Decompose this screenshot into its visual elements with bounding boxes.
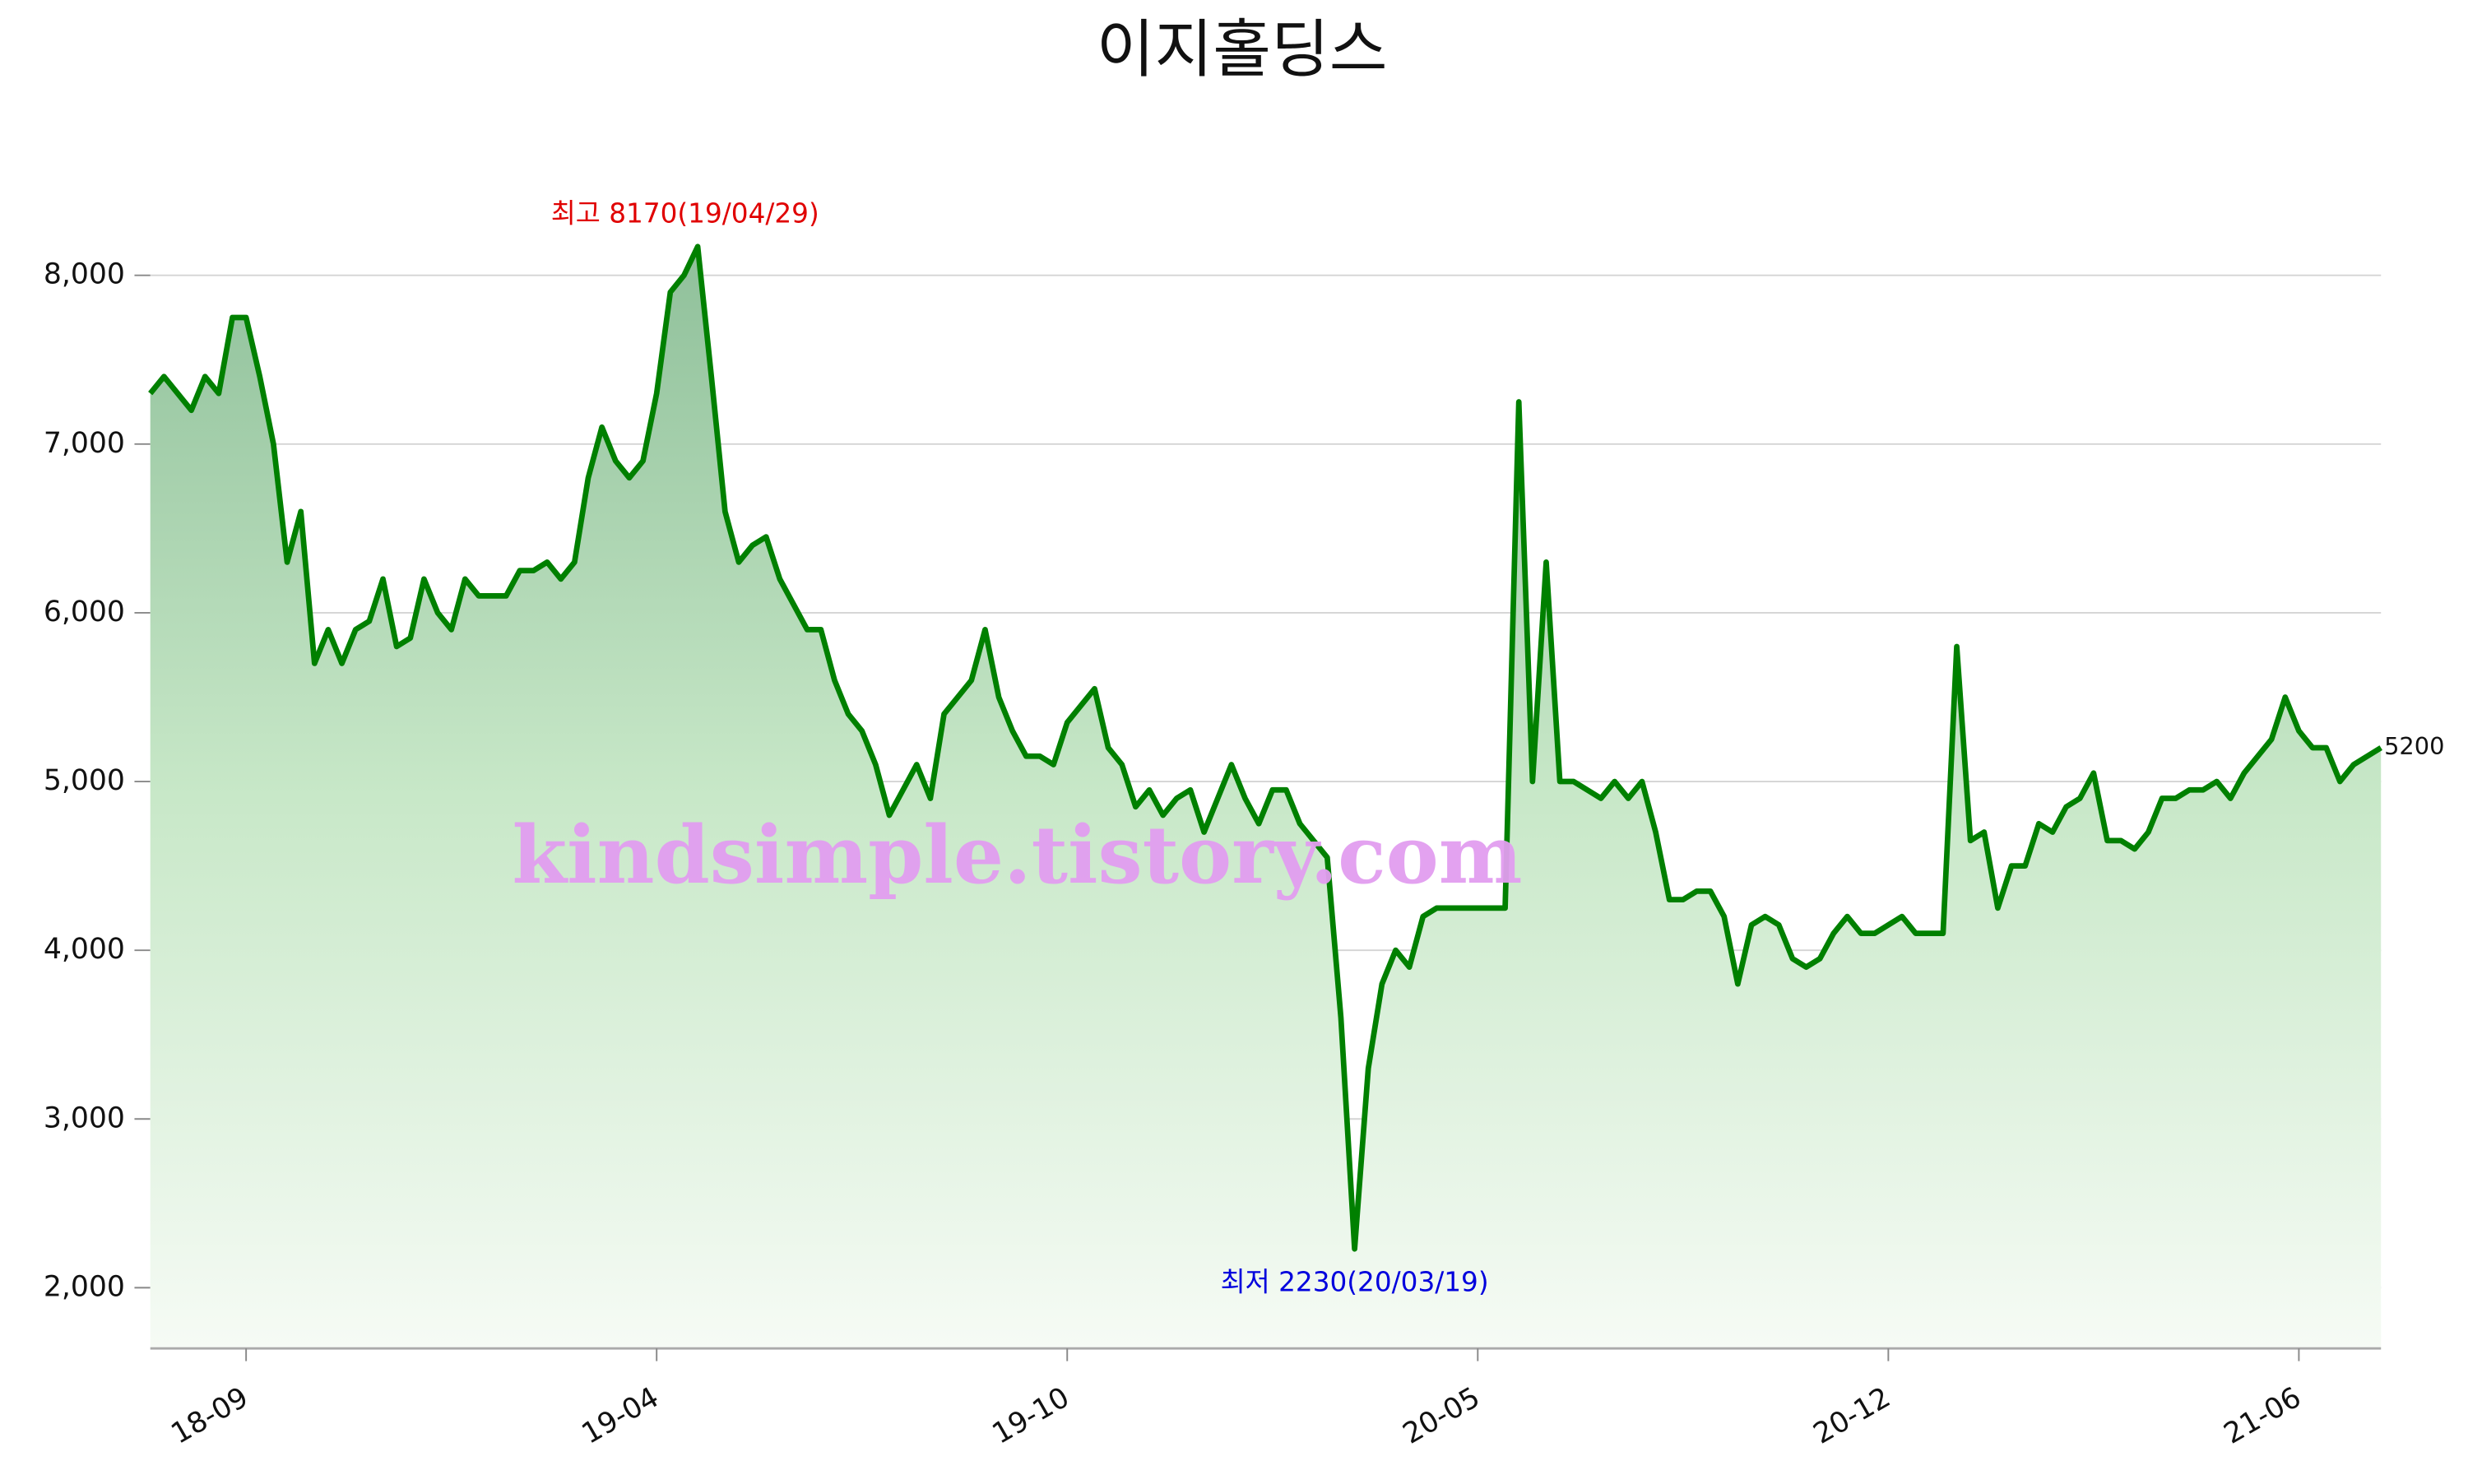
y-tick-label: 2,000 (44, 1270, 125, 1303)
x-tick-label: 21-06 (2219, 1381, 2307, 1451)
x-tick-label: 19-04 (577, 1381, 665, 1451)
x-tick-label: 18-09 (166, 1381, 254, 1451)
low-annotation: 최저 2230(20/03/19) (1221, 1267, 1489, 1298)
x-tick-label: 20-05 (1398, 1381, 1486, 1451)
last-value-label: 5200 (2384, 732, 2444, 760)
y-tick-label: 7,000 (44, 427, 125, 460)
chart-title: 이지홀딩스 (1097, 13, 1388, 86)
area (150, 246, 2382, 1349)
y-tick-label: 8,000 (44, 258, 125, 291)
y-tick-label: 5,000 (44, 764, 125, 797)
x-tick-label: 19-10 (987, 1381, 1075, 1451)
watermark: kindsimple.tistory.com (513, 809, 1523, 902)
price-line (148, 243, 2382, 1252)
y-tick-label: 4,000 (44, 933, 125, 966)
y-tick-label: 3,000 (44, 1101, 125, 1134)
x-tick-label: 20-12 (1808, 1381, 1896, 1451)
high-annotation: 최고 8170(19/04/29) (551, 197, 819, 229)
y-tick-label: 6,000 (44, 596, 125, 628)
